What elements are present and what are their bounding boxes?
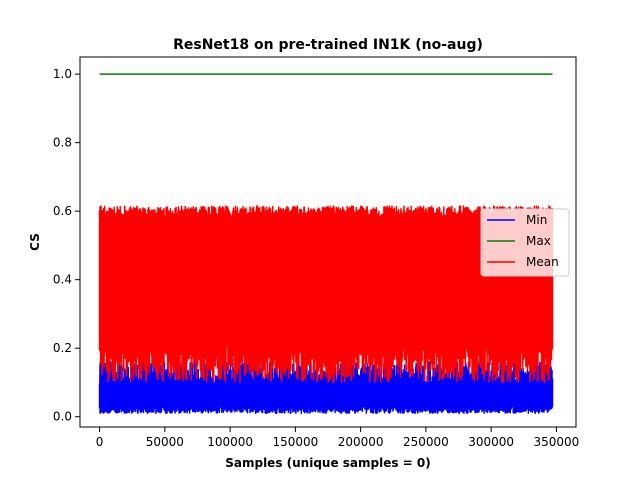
y-tick-label: 0.4 — [53, 273, 72, 287]
y-tick-label: 0.6 — [53, 204, 72, 218]
x-tick-label: 150000 — [272, 435, 318, 449]
y-tick-label: 0.0 — [53, 410, 72, 424]
x-tick-label: 100000 — [207, 435, 253, 449]
legend-label-min: Min — [526, 213, 547, 227]
legend-label-mean: Mean — [526, 255, 559, 269]
x-tick-label: 50000 — [146, 435, 184, 449]
plot-frame — [79, 56, 577, 428]
x-tick-label: 350000 — [534, 435, 580, 449]
series-line-mean — [98, 205, 554, 384]
series-layer — [98, 73, 554, 415]
legend: Min Max Mean — [480, 208, 570, 277]
x-tick-label: 250000 — [403, 435, 449, 449]
series-line-min — [98, 361, 554, 415]
y-tick-label: 1.0 — [53, 67, 72, 81]
x-tick-label: 200000 — [338, 435, 384, 449]
x-tick-label: 300000 — [468, 435, 514, 449]
y-axis: 0.0 0.2 0.4 0.6 0.8 1.0 — [53, 67, 80, 424]
y-tick-label: 0.8 — [53, 136, 72, 150]
legend-box — [480, 208, 570, 277]
y-tick-label: 0.2 — [53, 341, 72, 355]
x-axis: 0 50000 100000 150000 200000 250000 300000 3500… — [96, 427, 580, 449]
x-tick-label: 0 — [96, 435, 104, 449]
chart-title: ResNet18 on pre-trained IN1K (no-aug) — [173, 37, 483, 53]
x-axis-label: Samples (unique samples = 0) — [225, 456, 431, 470]
y-axis-label: CS — [28, 233, 42, 251]
legend-label-max: Max — [526, 234, 551, 248]
